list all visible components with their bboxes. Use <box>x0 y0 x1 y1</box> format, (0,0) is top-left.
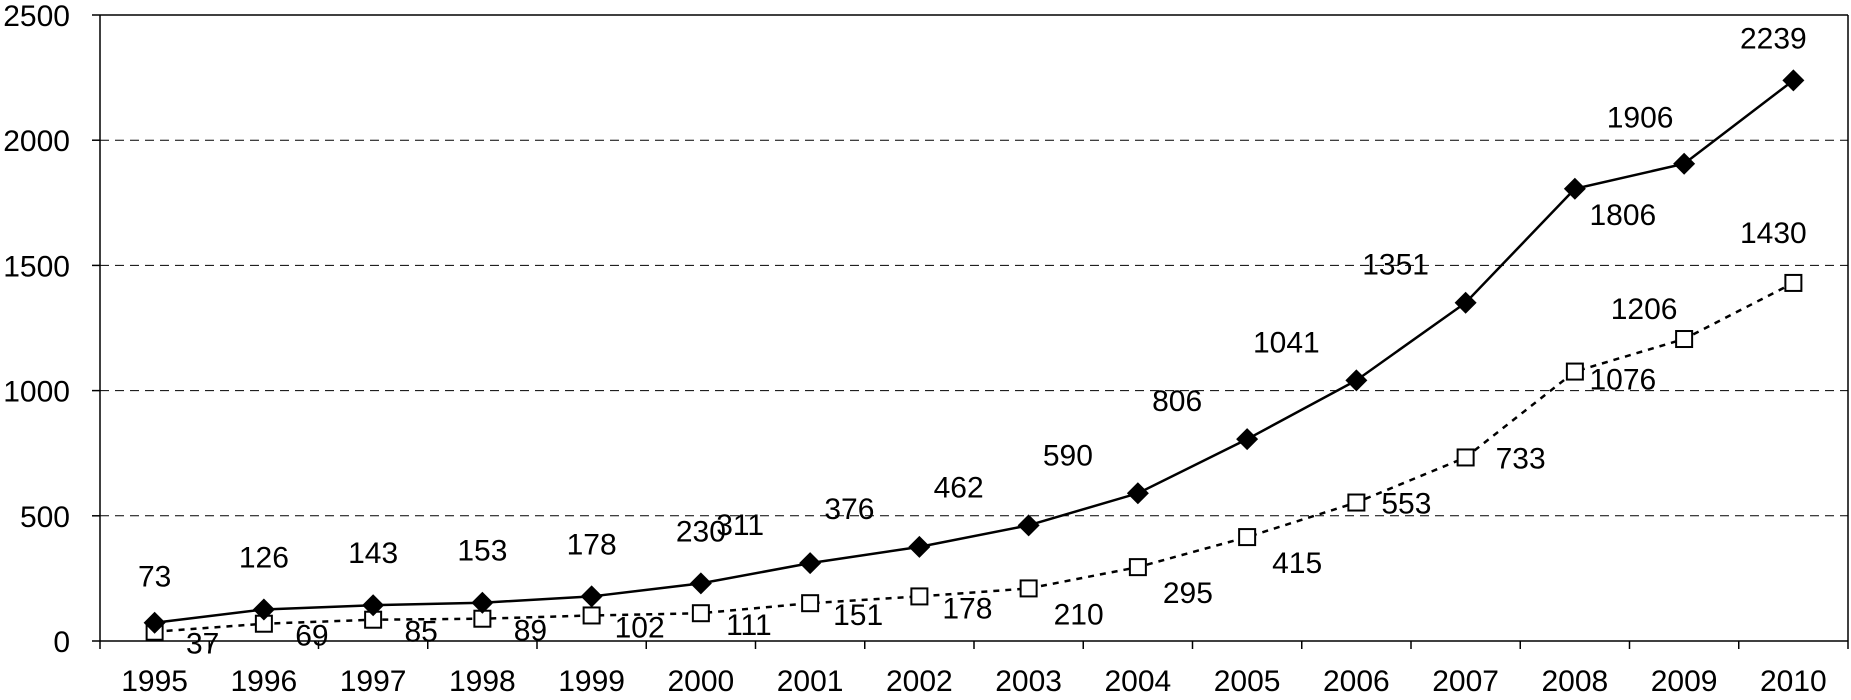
series-1-data-label: 806 <box>1152 385 1202 418</box>
series-2-point <box>1784 273 1803 292</box>
series-1-point <box>252 598 275 621</box>
series-1-data-label: 178 <box>567 528 617 561</box>
series-1-point <box>908 535 931 558</box>
x-tick-label: 2005 <box>1214 665 1281 698</box>
series-2-data-label: 553 <box>1381 488 1431 521</box>
series-1-data-label: 153 <box>457 535 507 568</box>
x-tick-label: 1995 <box>121 665 188 698</box>
series-1-data-label: 462 <box>934 471 984 504</box>
series-1-point <box>471 591 494 614</box>
series-1-point <box>1017 514 1040 537</box>
series-2-point <box>1565 362 1584 381</box>
series-1-point <box>689 572 712 595</box>
series-2-point <box>1456 448 1475 467</box>
series-1-data-label: 2239 <box>1740 22 1807 55</box>
series-1-point <box>1782 69 1805 92</box>
series-2-data-label: 89 <box>514 615 547 648</box>
x-axis-ticks: 1995 1996 1997 1998 1999 2000 2001 2002 2003 2004… <box>99 641 1849 698</box>
series-1-point <box>1126 482 1149 505</box>
series-2-point <box>1019 579 1038 598</box>
x-tick-label: 1999 <box>558 665 625 698</box>
x-tick-label: 2001 <box>777 665 844 698</box>
x-tick-label: 2009 <box>1651 665 1718 698</box>
series-2-point <box>1675 330 1694 349</box>
series-1-data-label: 311 <box>716 509 764 542</box>
series-2-point <box>1347 493 1366 512</box>
series-1-data-label: 1041 <box>1253 326 1320 359</box>
x-tick-label: 2006 <box>1323 665 1390 698</box>
series-1-point <box>1454 291 1477 314</box>
series-2-data-label: 210 <box>1054 598 1104 631</box>
axes <box>99 14 1849 642</box>
x-tick-label: 1997 <box>340 665 407 698</box>
series-1-point <box>143 611 166 634</box>
series-2-data-label: 69 <box>295 620 328 653</box>
series-2-point <box>801 594 820 613</box>
series-1-point <box>1563 177 1586 200</box>
series-1-data-label: 73 <box>138 561 171 594</box>
series-2-data-label: 178 <box>942 592 992 625</box>
series-1-point <box>362 594 385 617</box>
series-1-point <box>580 585 603 608</box>
series-2-data-label: 1076 <box>1590 364 1657 397</box>
y-tick-label: 2500 <box>3 0 70 33</box>
series-2-point <box>691 604 710 623</box>
series-1-data-label: 230 <box>676 515 726 548</box>
series-1-data-label: 1906 <box>1607 102 1674 135</box>
series-2-point <box>582 606 601 625</box>
series-2-data-label: 1430 <box>1740 217 1807 250</box>
y-tick-label: 500 <box>20 501 70 534</box>
series-1-point <box>1345 369 1368 392</box>
series-1-point <box>1236 428 1259 451</box>
x-tick-label: 2000 <box>668 665 735 698</box>
y-tick-label: 0 <box>53 626 70 659</box>
series-2-data-label: 733 <box>1496 442 1546 475</box>
series-1-data-label: 143 <box>348 537 398 570</box>
y-tick-label: 1500 <box>3 250 70 283</box>
x-tick-label: 1996 <box>231 665 298 698</box>
gridlines <box>100 139 1848 517</box>
y-tick-label: 2000 <box>3 125 70 158</box>
series-2-line <box>154 281 1794 633</box>
series-2-data-label: 295 <box>1163 577 1213 610</box>
x-tick-label: 2002 <box>886 665 953 698</box>
series-1-data-label: 376 <box>824 493 874 526</box>
x-tick-label: 2004 <box>1105 665 1172 698</box>
series-1-point <box>1673 152 1696 175</box>
x-tick-label: 2003 <box>995 665 1062 698</box>
y-axis-ticks: 0 500 1000 1500 2000 2500 <box>3 0 100 659</box>
series-1-data-label: 1351 <box>1362 249 1429 282</box>
series-group <box>143 69 1805 641</box>
series-2-data-label: 1206 <box>1611 293 1678 326</box>
x-tick-label: 2010 <box>1760 665 1827 698</box>
y-tick-label: 1000 <box>3 376 70 409</box>
series-2-data-label: 85 <box>404 616 437 649</box>
series-1-data-label: 126 <box>239 541 289 574</box>
series-2-point <box>910 587 929 606</box>
series-2-point <box>1238 528 1257 547</box>
x-tick-label: 2008 <box>1542 665 1609 698</box>
series-2-data-label: 415 <box>1272 547 1322 580</box>
series-2-data-label: 102 <box>615 611 665 644</box>
series-1-data-label: 1806 <box>1590 199 1657 232</box>
series-1-data-label: 590 <box>1043 439 1093 472</box>
series-1-point <box>799 552 822 575</box>
x-tick-label: 1998 <box>449 665 516 698</box>
series-2-data-label: 151 <box>833 599 883 632</box>
series-1-line <box>154 79 1795 624</box>
series-2-data-label: 111 <box>726 609 772 642</box>
x-tick-label: 2007 <box>1432 665 1499 698</box>
series-2-data-label: 37 <box>186 628 219 661</box>
series-2-point <box>1128 558 1147 577</box>
